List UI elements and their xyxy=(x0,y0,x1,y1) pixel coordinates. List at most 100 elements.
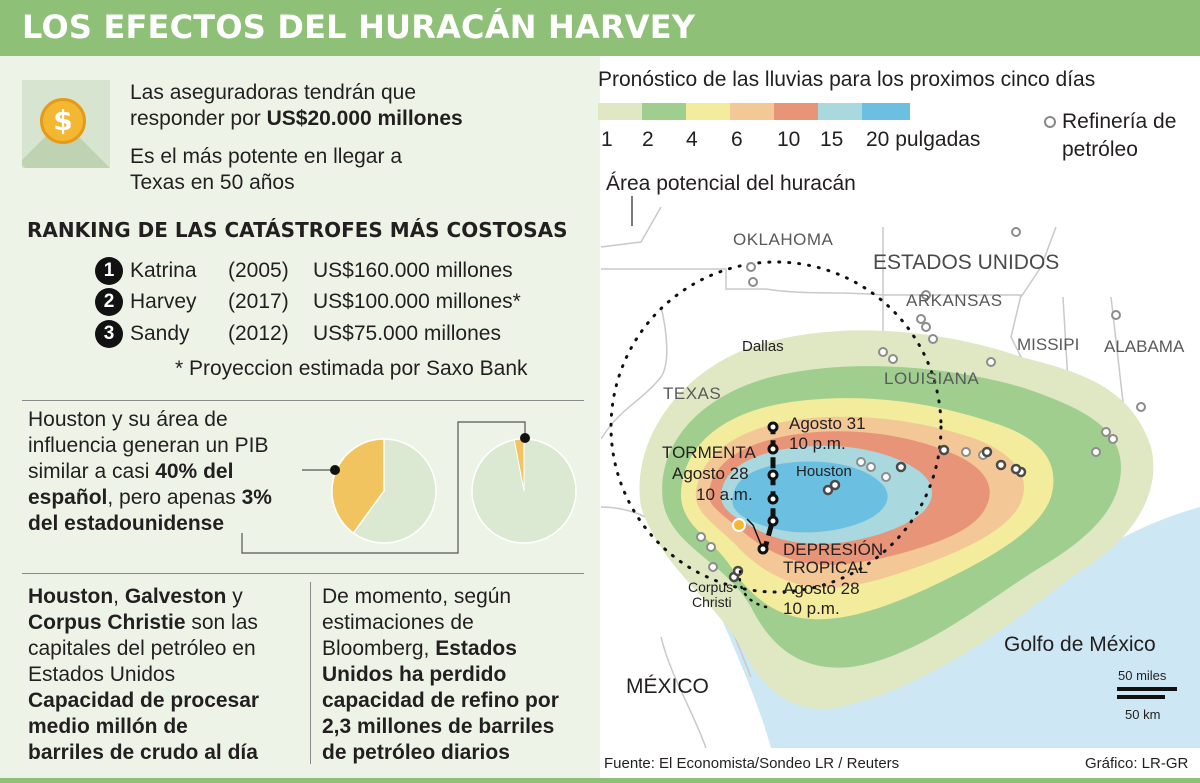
hurricane-potential-area xyxy=(609,260,943,594)
oil-b-line-2: estimaciones de xyxy=(322,611,474,634)
oil-a-line-4: Estados Unidos xyxy=(28,663,176,686)
column-divider xyxy=(310,582,311,764)
oil-b-line-6: 2,3 millones de barriles xyxy=(322,715,555,738)
label-depression-date: Agosto 28 xyxy=(783,579,860,598)
label-oklahoma: OKLAHOMA xyxy=(733,230,834,249)
refinery-legend-label: Refinería de petróleo xyxy=(1062,110,1177,161)
pie-us-pointer-dot xyxy=(520,433,530,443)
label-storm-time: 10 a.m. xyxy=(696,485,753,504)
label-usa: ESTADOS UNIDOS xyxy=(873,251,1059,274)
rank-badge-1: 1 xyxy=(95,257,123,285)
oil-b-line-4: Unidos ha perdido xyxy=(322,663,507,686)
gdp-line-1: Houston y su área de xyxy=(28,408,228,431)
label-aug31-date: Agosto 31 xyxy=(789,414,866,433)
label-missisippi: MISSIPI xyxy=(1017,335,1079,354)
divider-2 xyxy=(22,573,584,574)
label-alabama: ALABAMA xyxy=(1104,337,1185,356)
legend-swatch-2 xyxy=(642,103,686,120)
storm-track-thin xyxy=(746,518,765,553)
hurricane-map: OKLAHOMA ESTADOS UNIDOS ARKANSAS MISSIPI… xyxy=(601,207,1200,748)
label-dallas: Dallas xyxy=(742,338,784,355)
divider-1 xyxy=(22,400,584,401)
left-panel xyxy=(0,56,600,778)
legend-label-2: 2 xyxy=(642,128,654,151)
refinery-markers xyxy=(696,227,1146,572)
label-texas: TEXAS xyxy=(663,384,721,403)
gdp-line-3: similar a casi 40% del xyxy=(28,460,234,483)
oil-a-line-5: Capacidad de procesar xyxy=(28,689,260,712)
oil-b-line-5: capacidad de refino por xyxy=(322,689,559,712)
bottom-bar xyxy=(0,778,1200,783)
rank-year-2: (2017) xyxy=(228,290,289,313)
legend-label-10: 10 xyxy=(777,128,801,151)
rank-badge-2: 2 xyxy=(95,288,123,316)
intro-line-3: Es el más potente en llegar a xyxy=(130,145,402,168)
storm-position-markers xyxy=(757,421,779,555)
oil-a-line-3: capitales del petróleo en xyxy=(28,637,256,660)
label-louisiana: LOUISIANA xyxy=(884,369,979,388)
oil-a-line-6: medio millón de xyxy=(28,715,188,738)
legend-swatch-6 xyxy=(730,103,774,120)
map-labels: OKLAHOMA ESTADOS UNIDOS ARKANSAS MISSIPI… xyxy=(626,230,1185,722)
area-label-leader xyxy=(631,196,633,226)
legend-label-20: 20 pulgadas xyxy=(866,128,981,151)
legend-swatch-15 xyxy=(818,103,862,120)
rank-cost-2: US$100.000 millones* xyxy=(313,290,521,313)
title-banner: LOS EFECTOS DEL HURACÁN HARVEY xyxy=(0,0,1200,56)
label-mexico: MÉXICO xyxy=(626,675,709,698)
ranking-footnote: * Proyeccion estimada por Saxo Bank xyxy=(175,357,528,380)
oil-b-line-3: Bloomberg, Estados xyxy=(322,637,517,660)
legend-swatch-10 xyxy=(774,103,818,120)
oil-a-line-7: barriles de crudo al día xyxy=(28,741,258,764)
refinery-markers-dark xyxy=(728,444,1027,583)
legend-swatch-1 xyxy=(598,103,642,120)
label-tropical: TROPICAL xyxy=(783,558,868,577)
oil-b-line-7: de petróleo diarios xyxy=(322,741,510,764)
rank-name-2: Harvey xyxy=(130,290,197,313)
label-storm: TORMENTA xyxy=(662,443,756,462)
scale-bar-km xyxy=(1117,695,1165,699)
rain-legend-title: Pronóstico de las lluvias para los proxi… xyxy=(598,68,1096,91)
gdp-pie-charts xyxy=(241,421,577,554)
graphic-credit: Gráfico: LR-GR xyxy=(1085,755,1189,772)
legend-label-4: 4 xyxy=(686,128,698,151)
refinery-legend-icon xyxy=(1044,116,1056,128)
ranking-title: RANKING DE LAS CATÁSTROFES MÁS COSTOSAS xyxy=(27,218,568,242)
label-christi: Christi xyxy=(692,594,732,610)
dollar-coin-icon: $ xyxy=(40,98,86,144)
label-houston: Houston xyxy=(796,463,852,480)
oil-a-line-2: Corpus Christie son las xyxy=(28,611,258,634)
legend-swatch-4 xyxy=(686,103,730,120)
rank-badge-3: 3 xyxy=(95,320,123,348)
coin-box: $ xyxy=(22,80,110,168)
label-aug31-time: 10 p.m. xyxy=(789,434,846,453)
storm-landfall-icon xyxy=(732,518,746,532)
label-storm-date: Agosto 28 xyxy=(672,464,749,483)
gdp-line-5: del estadounidense xyxy=(28,512,225,535)
gdp-line-4: español, pero apenas 3% xyxy=(28,486,272,509)
storm-track-past xyxy=(738,565,768,609)
insurance-amount: US$20.000 millones xyxy=(266,107,463,130)
intro-line-2: responder por US$20.000 millones xyxy=(130,107,463,130)
scale-bar-miles xyxy=(1117,687,1177,691)
label-arkansas: ARKANSAS xyxy=(906,291,1003,310)
label-scale-miles: 50 miles xyxy=(1118,668,1167,683)
intro-line-1: Las aseguradoras tendrán que xyxy=(130,81,417,104)
rank-name-1: Katrina xyxy=(130,259,197,282)
label-gulf: Golfo de México xyxy=(1004,633,1156,656)
legend-label-1: 1 xyxy=(601,128,613,151)
legend-label-6: 6 xyxy=(731,128,743,151)
oil-a-line-1: Houston, Galveston y xyxy=(28,585,243,608)
pie-spain-pointer-dot xyxy=(330,465,340,475)
label-scale-km: 50 km xyxy=(1125,707,1160,722)
gdp-line-2: influencia generan un PIB xyxy=(28,434,269,457)
rank-year-3: (2012) xyxy=(228,322,289,345)
oil-b-line-1: De momento, según xyxy=(322,585,512,608)
legend-label-15: 15 xyxy=(820,128,844,151)
rank-cost-3: US$75.000 millones xyxy=(313,322,501,345)
legend-swatch-20 xyxy=(862,103,910,120)
label-corpus: Corpus xyxy=(688,579,733,595)
rank-cost-1: US$160.000 millones xyxy=(313,259,513,282)
source-note: Fuente: El Economista/Sondeo LR / Reuter… xyxy=(604,755,900,772)
page-title: LOS EFECTOS DEL HURACÁN HARVEY xyxy=(22,8,696,46)
